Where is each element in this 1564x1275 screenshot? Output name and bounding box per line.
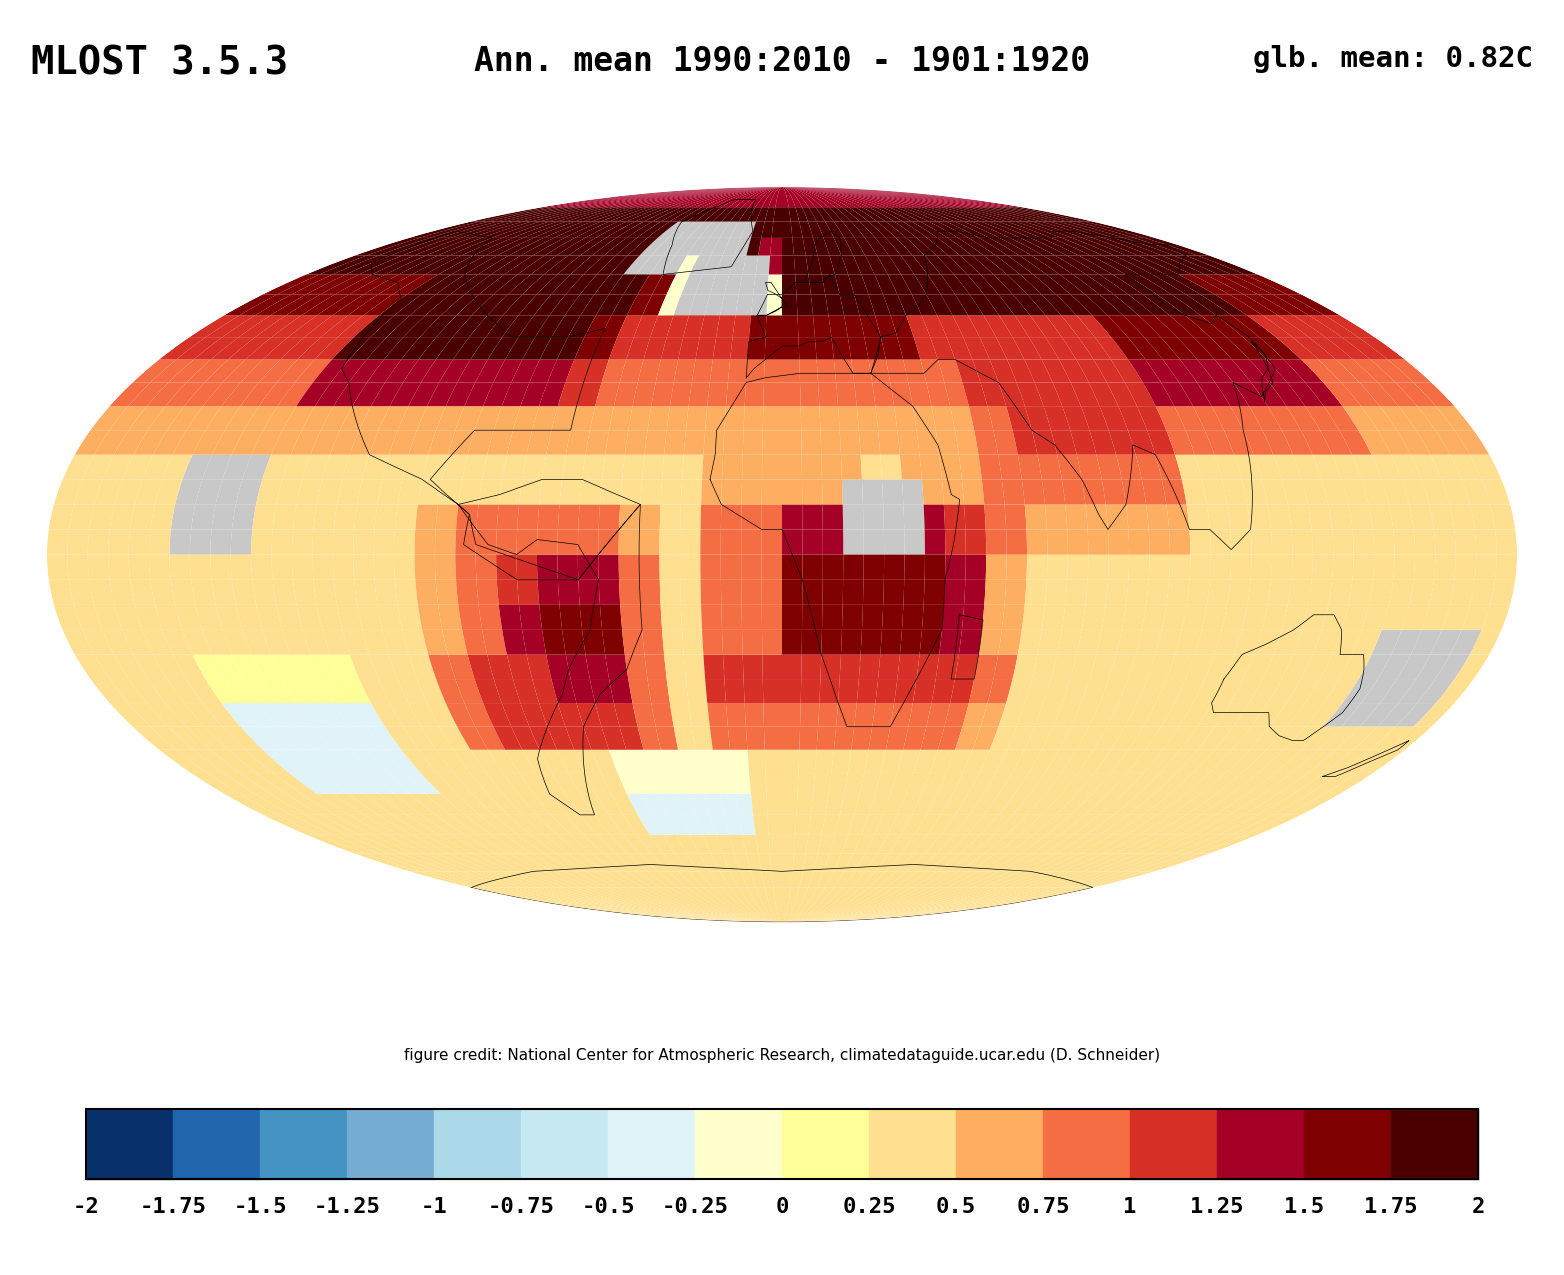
Text: 1.75: 1.75 [1364, 1197, 1417, 1216]
Bar [782, 1109, 870, 1179]
Bar [1129, 1109, 1217, 1179]
Text: -1.5: -1.5 [233, 1197, 286, 1216]
Bar [347, 1109, 435, 1179]
Text: figure credit: National Center for Atmospheric Research, climatedataguide.ucar.e: figure credit: National Center for Atmos… [404, 1048, 1160, 1063]
Bar [1304, 1109, 1390, 1179]
Bar [435, 1109, 521, 1179]
Text: -1.75: -1.75 [139, 1197, 206, 1216]
Bar [608, 1109, 694, 1179]
Bar [1217, 1109, 1304, 1179]
Text: Ann. mean 1990:2010 - 1901:1920: Ann. mean 1990:2010 - 1901:1920 [474, 45, 1090, 78]
Bar [694, 1109, 782, 1179]
Text: 1.25: 1.25 [1190, 1197, 1243, 1216]
Text: 1.5: 1.5 [1284, 1197, 1325, 1216]
Text: -1.25: -1.25 [313, 1197, 380, 1216]
Bar [1043, 1109, 1129, 1179]
Text: glb. mean: 0.82C: glb. mean: 0.82C [1253, 45, 1533, 73]
Bar [1390, 1109, 1478, 1179]
Text: 0.25: 0.25 [843, 1197, 896, 1216]
Bar [174, 1109, 260, 1179]
Text: -0.25: -0.25 [662, 1197, 729, 1216]
Bar [870, 1109, 956, 1179]
Text: 0.75: 0.75 [1017, 1197, 1070, 1216]
Text: -0.5: -0.5 [582, 1197, 635, 1216]
Bar [86, 1109, 174, 1179]
Bar [260, 1109, 347, 1179]
Bar [956, 1109, 1043, 1179]
Text: -0.75: -0.75 [488, 1197, 555, 1216]
Text: 1: 1 [1123, 1197, 1137, 1216]
Bar [521, 1109, 608, 1179]
Text: 2: 2 [1472, 1197, 1484, 1216]
Text: -1: -1 [421, 1197, 447, 1216]
Text: 0.5: 0.5 [935, 1197, 976, 1216]
Text: MLOST 3.5.3: MLOST 3.5.3 [31, 45, 288, 83]
Text: -2: -2 [72, 1197, 100, 1216]
Text: 0: 0 [776, 1197, 788, 1216]
